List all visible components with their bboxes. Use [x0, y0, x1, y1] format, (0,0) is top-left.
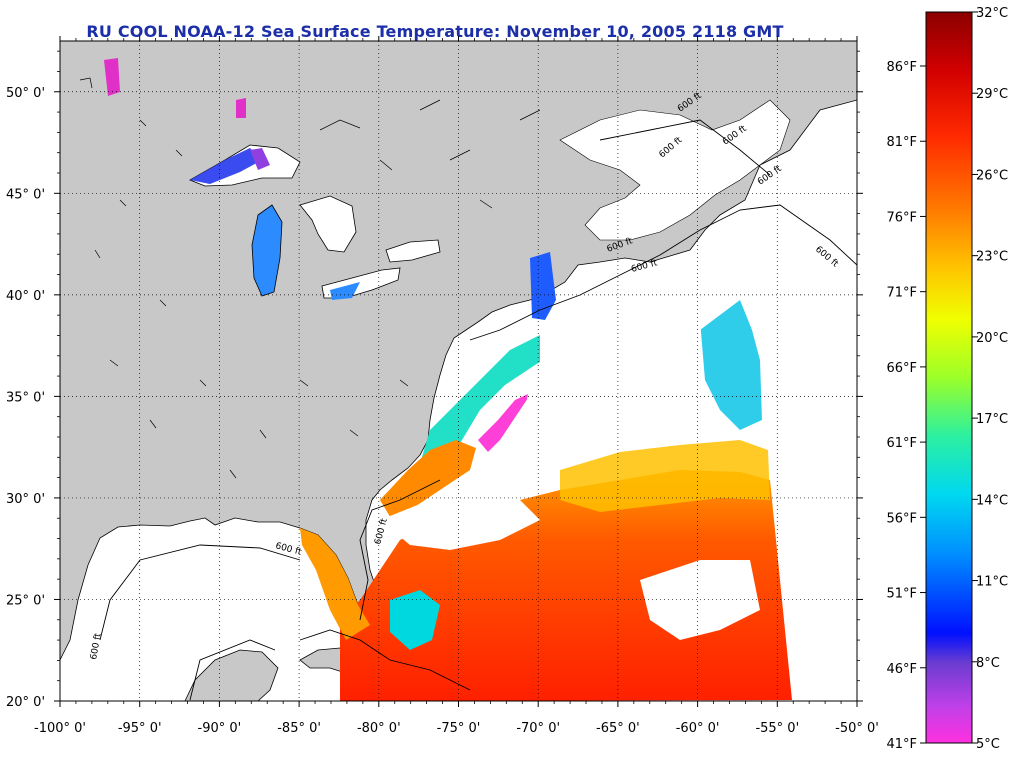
celsius-label: 23°C [976, 250, 1008, 265]
graticule [60, 41, 857, 701]
lat-tick-label: 45° 0' [6, 187, 45, 202]
fahrenheit-label: 46°F [886, 662, 917, 677]
fahrenheit-label: 66°F [886, 361, 917, 376]
latitude-ticks: 20° 0' 25° 0' 30° 0' 35° 0' 40° 0' 45° 0' 50° … [6, 50, 863, 710]
sst-swath-cold-north [530, 252, 556, 320]
lon-tick-label: -90° 0' [198, 721, 242, 736]
lon-tick-label: -100° 0' [34, 721, 86, 736]
fahrenheit-label: 61°F [886, 436, 917, 451]
lon-tick-label: -75° 0' [437, 721, 481, 736]
yucatan-peninsula [184, 649, 279, 701]
fahrenheit-label: 41°F [886, 737, 917, 752]
colorbar-fahrenheit-labels: 86°F 81°F 76°F 71°F 66°F 61°F 56°F 51°F 46°F 41°F [886, 60, 926, 752]
lat-tick-label: 50° 0' [6, 86, 45, 101]
sst-swath-mid [560, 440, 770, 512]
fahrenheit-label: 71°F [886, 286, 917, 301]
celsius-label: 26°C [976, 168, 1008, 183]
lon-tick-label: -50° 0' [835, 721, 879, 736]
sst-pink-patch [478, 394, 528, 452]
celsius-label: 32°C [976, 6, 1008, 21]
lat-tick-label: 30° 0' [6, 492, 45, 507]
celsius-label: 8°C [976, 656, 1000, 671]
fahrenheit-label: 56°F [886, 511, 917, 526]
temperature-colorbar [925, 11, 973, 744]
northern-lake-patch [236, 98, 246, 118]
sst-florida-band [300, 528, 370, 640]
lon-tick-label: -55° 0' [755, 721, 799, 736]
fahrenheit-label: 76°F [886, 210, 917, 225]
lat-tick-label: 40° 0' [6, 289, 45, 304]
colorbar-celsius-labels: 32°C 29°C 26°C 23°C 20°C 17°C 14°C 11°C 8°C 5°C [972, 6, 1008, 752]
map-title: RU COOL NOAA-12 Sea Surface Temperature:… [86, 22, 784, 41]
cloud-cover [380, 290, 760, 640]
lon-tick-label: -95° 0' [118, 721, 162, 736]
lon-tick-label: -60° 0' [676, 721, 720, 736]
lat-tick-label: 25° 0' [6, 593, 45, 608]
gulf-of-st-lawrence [559, 99, 791, 241]
longitude-ticks: -100° 0' -95° 0' -90° 0' -85° 0' -80° 0' -75°… [34, 36, 879, 736]
celsius-label: 11°C [976, 575, 1008, 590]
great-lakes [189, 144, 441, 300]
fahrenheit-label: 51°F [886, 587, 917, 602]
celsius-label: 5°C [976, 737, 1000, 752]
lat-tick-label: 20° 0' [6, 695, 45, 710]
lon-tick-label: -70° 0' [516, 721, 560, 736]
fahrenheit-label: 86°F [886, 60, 917, 75]
isobath-600ft [99, 119, 857, 701]
northern-lake-patch [104, 58, 120, 96]
fahrenheit-label: 81°F [886, 135, 917, 150]
celsius-label: 17°C [976, 412, 1008, 427]
lon-tick-label: -65° 0' [596, 721, 640, 736]
sst-bahamas-cyan [390, 590, 440, 650]
sst-swath-coastal-warm [380, 440, 476, 520]
small-lakes [79, 77, 541, 479]
celsius-label: 20°C [976, 331, 1008, 346]
sst-east-band [700, 300, 762, 430]
lon-tick-label: -80° 0' [357, 721, 401, 736]
lat-tick-label: 35° 0' [6, 390, 45, 405]
celsius-label: 14°C [976, 493, 1008, 508]
isobath-label: 600 ft [89, 632, 104, 660]
lon-tick-label: -85° 0' [277, 721, 321, 736]
celsius-label: 29°C [976, 87, 1008, 102]
